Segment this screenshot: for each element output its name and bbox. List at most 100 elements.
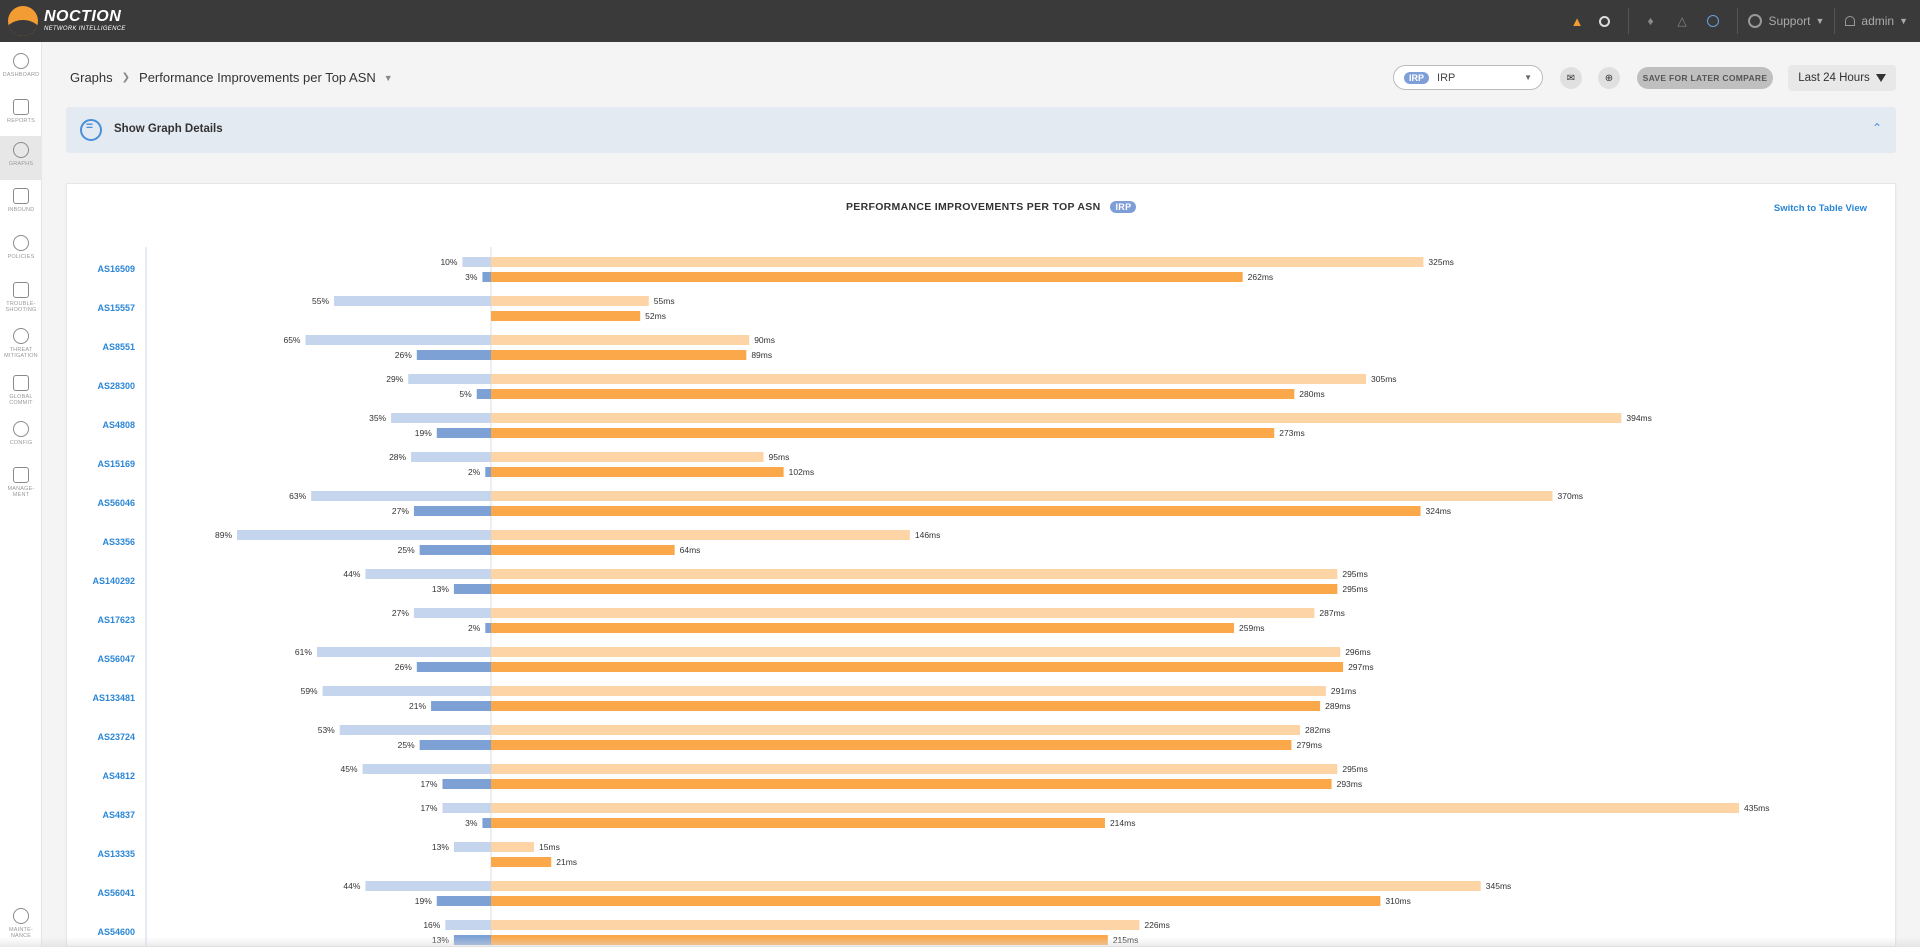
- sidebar-item-label: CONFIG: [9, 440, 33, 446]
- asn-label[interactable]: AS3356: [102, 537, 135, 547]
- pct-bar: [339, 725, 491, 735]
- search-icon[interactable]: [1599, 15, 1611, 27]
- save-for-later-compare-button[interactable]: SAVE FOR LATER COMPARE: [1637, 67, 1773, 89]
- asn-label[interactable]: AS4808: [102, 420, 135, 430]
- breadcrumb-graphs[interactable]: Graphs: [70, 70, 113, 85]
- troubleshooting-icon: [13, 282, 29, 298]
- pct-label: 13%: [432, 584, 449, 594]
- sidebar-item-policies[interactable]: POLICIES: [0, 229, 42, 273]
- pct-label: 28%: [389, 452, 406, 462]
- ms-label: 394ms: [1626, 413, 1652, 423]
- asn-label[interactable]: AS4837: [102, 810, 135, 820]
- pct-bar: [482, 818, 491, 828]
- sidebar-item-threat-mitigation[interactable]: THREAT MITIGATION: [0, 322, 42, 366]
- sidebar-item-label: DASHBOARD: [2, 72, 40, 78]
- pct-label: 53%: [318, 725, 335, 735]
- sidebar-item-mainte-nance[interactable]: MAINTE- NANCE: [0, 902, 42, 946]
- top-bar: NOCTION NETWORK INTELLIGENCE ▲ ♦ △ Suppo…: [0, 0, 1920, 42]
- switch-to-table-view-link[interactable]: Switch to Table View: [1773, 203, 1867, 214]
- sidebar-item-label: MAINTE- NANCE: [8, 927, 33, 939]
- envelope-icon: ✉: [1566, 72, 1576, 84]
- sidebar-item-inbound[interactable]: INBOUND: [0, 182, 42, 226]
- ms-label: 324ms: [1426, 506, 1452, 516]
- support-menu[interactable]: Support ▼: [1748, 14, 1824, 28]
- ms-label: 102ms: [789, 467, 815, 477]
- pct-label: 45%: [341, 764, 358, 774]
- asn-label[interactable]: AS17623: [97, 615, 135, 625]
- sidebar-item-manage-ment[interactable]: MANAGE- MENT: [0, 461, 42, 505]
- chevron-down-icon: ▼: [1899, 16, 1908, 26]
- asn-label[interactable]: AS28300: [97, 381, 135, 391]
- asn-label[interactable]: AS23724: [97, 732, 135, 742]
- asn-label[interactable]: AS13335: [97, 849, 135, 859]
- ms-bar: [491, 272, 1243, 282]
- fullscreen-button[interactable]: ⊕: [1598, 67, 1620, 89]
- pct-bar: [419, 740, 491, 750]
- pct-bar: [365, 881, 491, 891]
- maintenance-icon: [13, 908, 29, 924]
- asn-label[interactable]: AS54600: [97, 927, 135, 937]
- bell-icon[interactable]: ▲: [1570, 14, 1584, 29]
- ms-label: 435ms: [1744, 803, 1770, 813]
- logo-subtitle: NETWORK INTELLIGENCE: [44, 26, 126, 32]
- asn-label[interactable]: AS140292: [92, 576, 135, 586]
- sidebar-item-config[interactable]: CONFIG: [0, 415, 42, 459]
- chevron-down-icon[interactable]: ▼: [383, 72, 393, 83]
- ms-label: 295ms: [1342, 764, 1368, 774]
- pct-bar: [334, 296, 491, 306]
- graph-details-label: Show Graph Details: [114, 123, 223, 135]
- asn-label[interactable]: AS56047: [97, 654, 135, 664]
- pct-label: 61%: [295, 647, 312, 657]
- pct-label: 2%: [468, 467, 481, 477]
- ms-label: 295ms: [1342, 569, 1368, 579]
- asn-label[interactable]: AS4812: [102, 771, 135, 781]
- pct-label: 55%: [312, 296, 329, 306]
- pct-bar: [419, 545, 491, 555]
- ms-label: 296ms: [1345, 647, 1371, 657]
- graph-details-toggle[interactable]: Show Graph Details ⌃: [66, 107, 1896, 153]
- sidebar-item-global-commit[interactable]: GLOBAL COMMIT: [0, 369, 42, 413]
- chevron-up-icon[interactable]: ⌃: [1871, 121, 1882, 135]
- warning-icon[interactable]: △: [1677, 14, 1687, 28]
- sidebar-item-trouble-shooting[interactable]: TROUBLE- SHOOTING: [0, 276, 42, 320]
- sidebar-item-reports[interactable]: REPORTS: [0, 93, 42, 137]
- pct-bar: [453, 842, 491, 852]
- pct-bar: [476, 389, 491, 399]
- noction-logo[interactable]: NOCTION NETWORK INTELLIGENCE: [8, 5, 126, 37]
- pct-bar: [413, 608, 491, 618]
- pct-label: 19%: [415, 896, 432, 906]
- chevron-right-icon: ❯: [121, 72, 131, 83]
- source-select[interactable]: IRP IRP ▼: [1393, 65, 1543, 90]
- ms-label: 89ms: [751, 350, 772, 360]
- breadcrumb: Graphs ❯ Performance Improvements per To…: [70, 70, 393, 85]
- global-commit-icon: [13, 375, 29, 391]
- user-menu[interactable]: admin ▼: [1845, 14, 1908, 28]
- ms-label: 291ms: [1331, 686, 1357, 696]
- pct-bar: [311, 491, 491, 501]
- bottom-fade: [0, 937, 1920, 947]
- asn-label[interactable]: AS133481: [92, 693, 135, 703]
- email-button[interactable]: ✉: [1560, 67, 1582, 89]
- pct-label: 26%: [395, 350, 412, 360]
- chat-icon[interactable]: [1707, 15, 1720, 27]
- asn-label[interactable]: AS15169: [97, 459, 135, 469]
- sidebar-item-label: THREAT MITIGATION: [4, 347, 38, 359]
- ms-bar: [491, 350, 747, 360]
- pct-bar: [316, 647, 491, 657]
- ms-bar: [491, 857, 552, 867]
- sidebar-item-graphs[interactable]: GRAPHS: [0, 136, 42, 180]
- asn-label[interactable]: AS15557: [97, 303, 135, 313]
- sidebar-item-dashboard[interactable]: DASHBOARD: [0, 47, 42, 91]
- ms-bar: [491, 623, 1235, 633]
- asn-label[interactable]: AS16509: [97, 264, 135, 274]
- time-range-button[interactable]: Last 24 Hours: [1788, 65, 1896, 91]
- ms-label: 21ms: [556, 857, 577, 867]
- flame-icon[interactable]: ♦: [1647, 14, 1654, 28]
- pct-bar: [411, 452, 491, 462]
- ms-label: 95ms: [769, 452, 790, 462]
- asn-label[interactable]: AS8551: [102, 342, 135, 352]
- ms-label: 279ms: [1296, 740, 1322, 750]
- asn-label[interactable]: AS56046: [97, 498, 135, 508]
- asn-label[interactable]: AS56041: [97, 888, 135, 898]
- ms-bar: [491, 257, 1424, 267]
